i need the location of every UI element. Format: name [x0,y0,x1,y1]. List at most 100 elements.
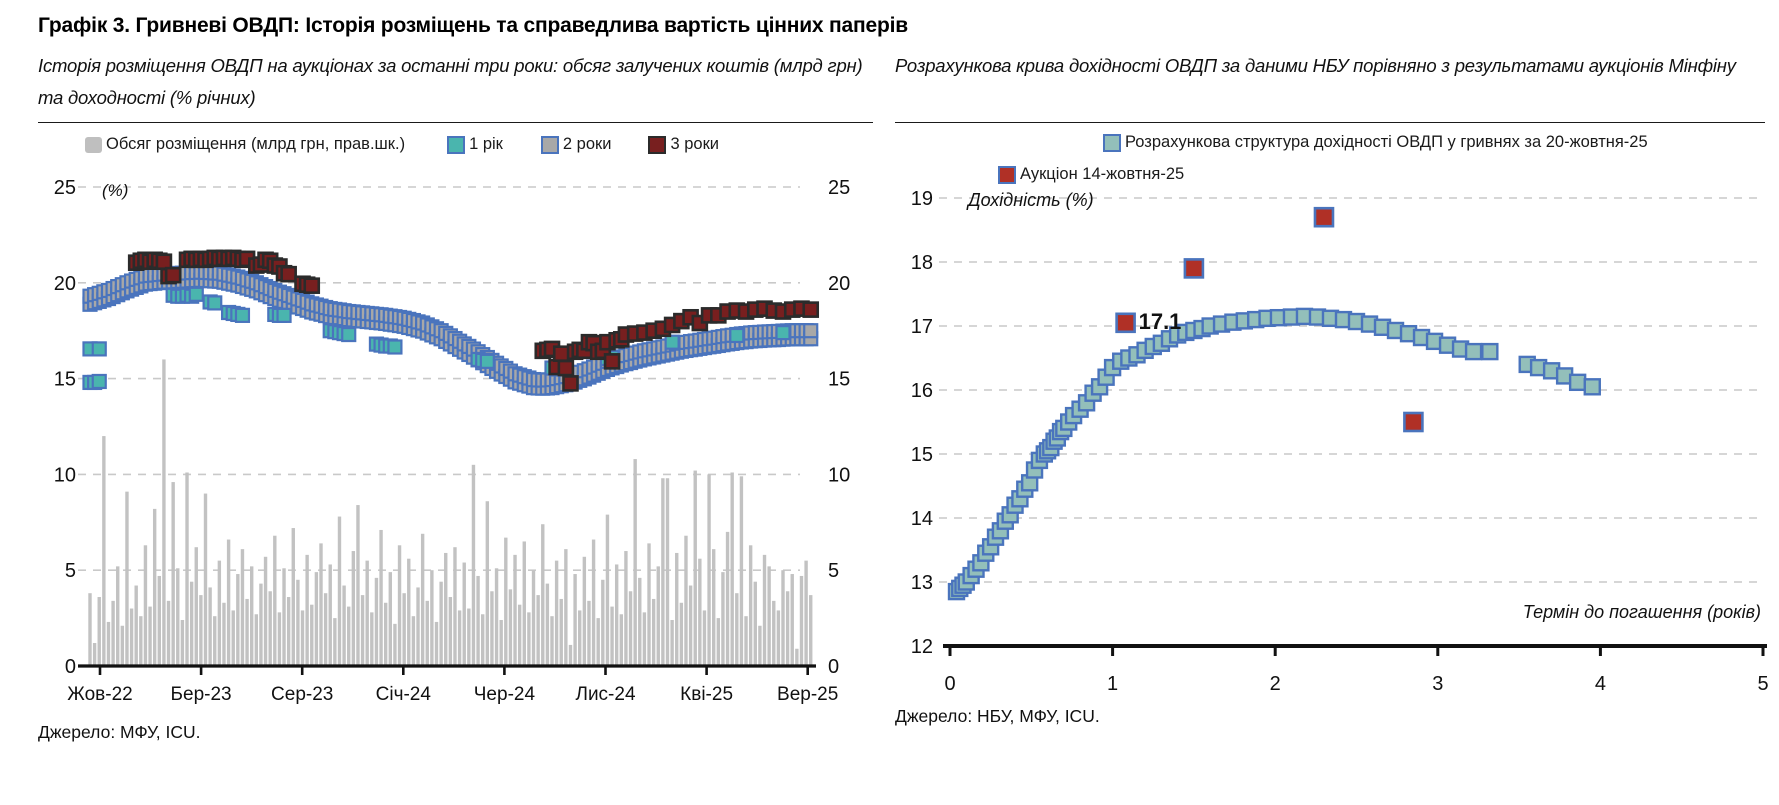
volume-bar [296,579,300,666]
yield-marker-1y [341,326,357,343]
volume-bar [351,551,356,666]
volume-bar [273,535,277,666]
volume-bar [767,566,771,666]
volume-bar [129,608,134,666]
y-tick-label-right: 5 [828,560,839,582]
volume-bar [647,543,651,666]
volume-bar [213,616,217,666]
curve-marker [1583,378,1601,396]
volume-bar [356,505,360,666]
y-tick-label: 16 [911,380,933,402]
x-tick-label: 5 [1757,673,1768,695]
volume-bar [231,610,235,666]
volume-bar [587,600,591,666]
x-tick-label: 1 [1107,673,1118,695]
volume-bar [559,598,563,666]
volume-bar [453,547,457,666]
volume-bar [337,516,342,666]
volume-swatch-icon [85,136,102,153]
volume-bar [661,478,665,666]
volume-bar [397,545,402,666]
volume-bar [370,612,374,666]
volume-bar [638,577,642,666]
yield-marker-1y [387,339,403,355]
volume-bar [795,648,799,666]
y-tick-label: 17 [911,316,933,338]
volume-bar [411,616,416,666]
volume-bar [116,566,120,666]
volume-bar [199,595,203,666]
volume-bar [725,531,730,666]
volume-bar [300,610,305,666]
volume-bar [176,568,180,666]
volume-bar [605,514,610,666]
curve-marker [1464,342,1483,361]
volume-bar [208,587,212,666]
legend-item-2y: 2 роки [540,135,611,154]
yield-marker-1y [664,334,680,350]
volume-bar [499,620,503,666]
volume-bar [365,560,369,666]
legend-label: Обсяг розміщення (млрд грн, прав.шк.) [106,135,406,153]
x-tick-label: Сер-23 [271,684,333,705]
volume-bar [508,589,513,666]
volume-bar [698,558,702,666]
volume-bar [171,482,175,666]
volume-bar [457,610,462,666]
volume-bar [799,575,804,666]
volume-bar [707,474,711,666]
volume-bar [143,545,148,666]
volume-bar [185,472,189,666]
volume-bar [439,581,443,666]
volume-bar [240,549,245,666]
volume-bar [522,541,526,666]
curve-marker [1568,373,1587,392]
y-tick-label-left: 20 [54,273,76,295]
x-tick-label: Жов-22 [67,684,132,705]
volume-bar [259,583,263,666]
percent-axis-note: (%) [102,181,128,200]
left-panel: Історія розміщення ОВДП на аукціонах за … [38,44,873,743]
volume-bar [194,547,198,666]
volume-bar [416,587,420,666]
volume-bar [670,620,674,666]
volume-bar [111,600,115,666]
volume-bar [712,549,716,666]
auction-value-annotation: 17.1 [1139,309,1182,334]
volume-bar [388,572,392,666]
volume-bar [762,554,767,666]
volume-bar [601,579,605,666]
legend-item-auction: Аукціон 14-жовтня-25 [998,165,1184,184]
legend-label: 3 роки [670,135,720,153]
volume-bar [554,560,559,666]
volume-bar [476,575,480,666]
volume-bar [790,574,794,666]
volume-bar [333,618,337,666]
volume-bar [776,610,781,666]
volume-bar [619,614,623,666]
x-tick-label: 3 [1432,673,1443,695]
yield-marker-3y [303,277,321,294]
auction-marker [1313,206,1335,228]
volume-bar [730,472,734,666]
volume-bar [628,591,633,666]
volume-bar [675,552,679,666]
legend-item-volume: Обсяг розміщення (млрд грн, прав.шк.) [85,135,405,154]
volume-bar [286,597,291,666]
volume-bar [152,508,157,666]
volume-bar [809,595,813,666]
volume-bar [277,612,282,666]
volume-bar [665,478,670,666]
legend-label: Аукціон 14-жовтня-25 [1020,165,1185,183]
volume-bar [120,625,125,666]
y-tick-label: 18 [911,252,933,274]
left-legend: Обсяг розміщення (млрд грн, прав.шк.) 1 … [38,135,873,154]
volume-bar [226,539,231,666]
yield-marker-1y [91,341,107,357]
y-tick-label-left: 25 [54,177,76,199]
volume-bar [744,616,748,666]
volume-bar [614,564,619,666]
volume-bar [310,604,314,666]
y-tick-label-right: 25 [828,177,850,199]
volume-bar [596,618,600,666]
